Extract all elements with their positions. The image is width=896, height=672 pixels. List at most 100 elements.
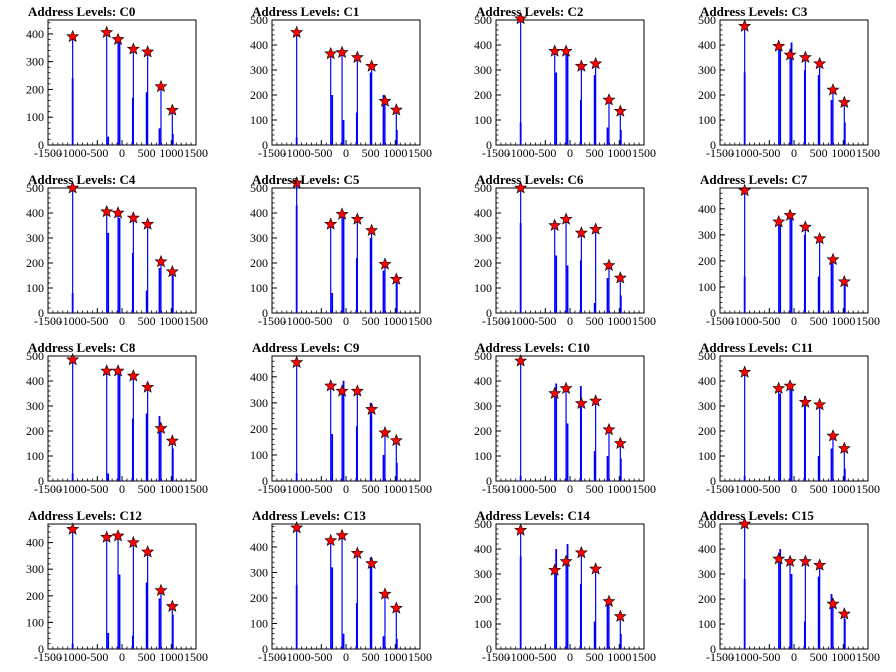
plot-frame [271,187,421,314]
x-tick-label: 0 [119,314,125,328]
peak-marker [324,217,338,230]
histogram-plot: 0 100 200 300 400 -1500-1000 -500 0 500 1000 1500 [26,19,208,160]
peak-marker [574,545,588,559]
peak-marker [783,48,797,61]
plot-frame [495,355,645,482]
x-tick-label: 1000 [159,482,183,496]
peak-marker [290,25,304,39]
x-tick-label: -500 [758,650,780,664]
x-tick-label: 1500 [856,146,880,160]
chart-title: Address Levels: C6 [476,172,584,187]
y-tick-label: 400 [474,374,492,388]
peak-marker [165,264,179,278]
peak-marker [602,93,616,106]
peak-marker [772,39,786,52]
x-tick-label: -1000 [59,650,87,664]
y-tick-label: 300 [698,567,716,581]
y-tick-label: 300 [474,63,492,77]
y-tick-label: 0 [262,474,268,488]
x-tick-label: 500 [810,650,828,664]
y-tick-label: 300 [26,562,44,576]
peak-marker [772,552,786,565]
y-tick-label: 300 [698,399,716,413]
chart-title: Address Levels: C7 [700,172,808,187]
y-tick-label: 300 [250,396,268,410]
y-tick-label: 200 [26,424,44,438]
x-tick-label: 0 [343,146,349,160]
x-tick-label: -500 [86,146,108,160]
peak-marker [126,369,140,382]
x-tick-label: 0 [343,314,349,328]
x-tick-label: -1500 [482,482,510,496]
peak-marker [154,583,168,597]
x-tick-label: 1000 [607,314,631,328]
x-tick-label: -1500 [482,146,510,160]
peak-marker [826,597,840,610]
peak-marker [589,394,603,407]
peak-marker [514,11,528,25]
peak-marker [154,79,168,93]
x-tick-label: 500 [810,146,828,160]
y-tick-label: 0 [262,138,268,152]
x-tick-label: 0 [791,314,797,328]
peak-marker [837,441,851,455]
y-tick-label: 0 [486,642,492,656]
x-tick-label: 1500 [184,314,208,328]
y-tick-label: 400 [250,370,268,384]
y-tick-label: 200 [26,589,44,603]
y-tick-label: 300 [26,55,44,69]
peak-marker [559,212,573,225]
x-tick-label: -500 [758,146,780,160]
chart-panel: 0 100 200 300 400 500 -1500 -1000 -500 0 500 1000 15… [672,0,896,168]
y-tick-label: 300 [26,231,44,245]
peak-marker [837,274,851,288]
x-tick-label: 0 [567,146,573,160]
peak-marker [378,257,392,270]
y-tick-label: 400 [26,206,44,220]
x-tick-label: -1500 [258,146,286,160]
chart-panel: 0 100 200 300 400 -1500 -1000 -500 0 500 1000 1500 A… [0,504,224,672]
peak-marker [365,402,379,415]
peak-marker [602,422,616,436]
y-tick-label: 300 [698,63,716,77]
histogram-plot: 0 100 200 300 400 -1500-1000 -500 0 500 1000 1500 [250,355,432,496]
x-tick-label: 1000 [607,650,631,664]
x-tick-label: 500 [138,146,156,160]
peak-marker [798,395,812,408]
peak-marker [389,601,403,614]
plot-frame [47,523,197,650]
y-tick-label: 300 [250,565,268,579]
x-tick-label: 1500 [856,314,880,328]
peak-marker [154,254,168,268]
y-tick-label: 0 [262,642,268,656]
x-tick-label: 1500 [184,650,208,664]
x-tick-label: -1000 [507,482,535,496]
peak-marker [100,530,114,543]
x-tick-label: -500 [758,314,780,328]
peak-marker [602,594,616,608]
peak-marker [141,217,155,230]
x-tick-label: 500 [586,482,604,496]
peak-marker [798,50,812,64]
peak-marker [813,231,827,245]
chart-title: Address Levels: C12 [28,508,142,523]
peak-marker [141,45,155,58]
x-tick-label: 500 [810,314,828,328]
y-tick-label: 400 [250,38,268,52]
chart-title: Address Levels: C5 [252,172,360,187]
plot-frame [719,187,869,314]
x-tick-label: 500 [362,482,380,496]
x-tick-label: -1000 [731,482,759,496]
x-tick-label: -1500 [258,314,286,328]
peak-marker [290,176,304,189]
peak-marker [111,364,125,377]
x-tick-label: -500 [534,146,556,160]
peak-marker [574,396,588,410]
y-tick-label: 200 [474,424,492,438]
y-tick-label: 100 [474,113,492,127]
x-tick-label: 0 [791,650,797,664]
